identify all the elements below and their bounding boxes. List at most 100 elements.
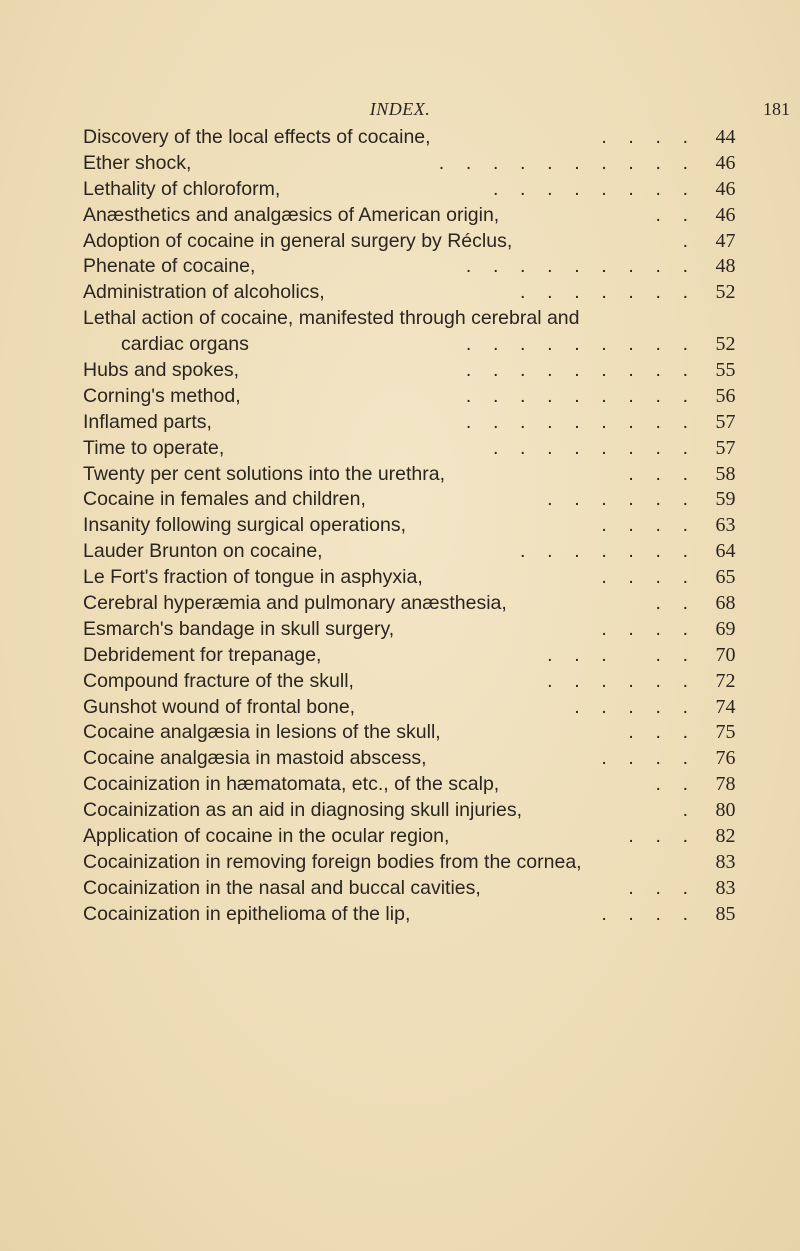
entry-title: Cocaine in females and children, xyxy=(83,488,366,511)
dot-leader: . . . . . . . . . xyxy=(465,384,688,407)
index-entry: Cocaine in females and children, . . . . … xyxy=(83,487,763,513)
entry-page-number: 75 xyxy=(715,721,736,744)
index-entry: Time to operate, . . . . . . . . 57 xyxy=(83,436,763,462)
entry-title: Debridement for trepanage, xyxy=(83,643,322,666)
entry-title: Application of cocaine in the ocular reg… xyxy=(83,825,450,848)
page-number: 181 xyxy=(763,99,790,119)
index-entry: Esmarch's bandage in skull surgery, . . .… xyxy=(83,617,763,643)
dot-leader: . . xyxy=(655,203,688,226)
dot-leader: . . . . xyxy=(601,514,688,537)
entry-page-number: 63 xyxy=(715,514,736,537)
running-header: INDEX. xyxy=(369,99,431,119)
entry-title: Compound fracture of the skull, xyxy=(83,669,354,692)
entry-page-number: 68 xyxy=(715,592,736,615)
entry-title: Cocaine analgæsia in mastoid abscess, xyxy=(83,747,427,770)
dot-leader: . . . . . . xyxy=(547,488,688,511)
entry-page-number: 78 xyxy=(715,773,736,796)
dot-leader: . . . . . . . . . xyxy=(465,410,688,433)
entry-page-number: 47 xyxy=(715,229,736,252)
dot-leader: . . . . xyxy=(601,126,688,148)
entry-page-number: 83 xyxy=(715,850,736,873)
entry-page-number: 65 xyxy=(715,566,736,589)
entry-title: Lethality of chloroform, xyxy=(83,177,281,200)
entry-page-number: 56 xyxy=(715,384,736,407)
entry-title: Cocainization as an aid in diagnosing sk… xyxy=(83,799,523,822)
entry-title: Lethal action of cocaine, manifested thr… xyxy=(83,307,580,330)
index-entry: Cocainization in epithelioma of the lip,… xyxy=(83,902,763,928)
index-entry: Phenate of cocaine, . . . . . . . . . 48 xyxy=(83,254,763,280)
index-entry: Lauder Brunton on cocaine, . . . . . . . 6… xyxy=(83,539,763,565)
entry-page-number: 80 xyxy=(715,799,736,822)
index-entry: Lethality of chloroform, . . . . . . . . 4… xyxy=(83,177,763,203)
entry-page-number: 82 xyxy=(715,825,736,848)
dot-leader: . . . . . . . . . xyxy=(465,333,688,356)
entry-title: Phenate of cocaine, xyxy=(83,255,256,278)
entry-title: Cerebral hyperæmia and pulmonary anæsthe… xyxy=(83,592,507,615)
index-entry: Cerebral hyperæmia and pulmonary anæsthe… xyxy=(83,591,763,617)
entry-title: Cocainization in epithelioma of the lip, xyxy=(83,902,411,925)
entry-page-number: 46 xyxy=(715,203,736,226)
index-entry: Lethal action of cocaine, manifested thr… xyxy=(83,306,763,332)
dot-leader: . . . . . . . . xyxy=(492,436,688,459)
entry-page-number: 44 xyxy=(715,126,736,148)
entry-page-number: 76 xyxy=(715,747,736,770)
index-entry: Debridement for trepanage, . . . . . 70 xyxy=(83,643,763,669)
index-entry: Cocainization in hæmatomata, etc., of th… xyxy=(83,772,763,798)
index-entry: Twenty per cent solutions into the ureth… xyxy=(83,462,763,488)
index-entry: Corning's method, . . . . . . . . . 56 xyxy=(83,384,763,410)
entry-page-number: 74 xyxy=(715,695,736,718)
entry-title: Anæsthetics and analgæsics of American o… xyxy=(83,203,500,226)
entry-title: Corning's method, xyxy=(83,384,241,407)
entry-page-number: 85 xyxy=(715,902,736,925)
entry-page-number: 83 xyxy=(715,876,736,899)
dot-leader: . . . . . . . . . xyxy=(465,359,688,382)
index-entry: Cocaine analgæsia in lesions of the skul… xyxy=(83,720,763,746)
entry-page-number: 59 xyxy=(715,488,736,511)
entry-title: Lauder Brunton on cocaine, xyxy=(83,540,323,563)
index-entry: cardiac organs . . . . . . . . . 52 xyxy=(83,332,763,358)
dot-leader: . . . . . . . . xyxy=(492,177,688,200)
dot-leader: . . . . . xyxy=(574,695,688,718)
entry-title: Cocainization in removing foreign bodies… xyxy=(83,850,582,873)
index-entry: Cocaine analgæsia in mastoid abscess, . .… xyxy=(83,746,763,772)
entry-title: Ether shock, xyxy=(83,151,192,174)
entry-page-number: 70 xyxy=(715,643,736,666)
index-entries: Discovery of the local effects of cocain… xyxy=(83,125,763,928)
entry-page-number: 55 xyxy=(715,359,736,382)
index-entry: Inflamed parts, . . . . . . . . . 57 xyxy=(83,410,763,436)
entry-page-number: 46 xyxy=(715,151,736,174)
dot-leader: . . xyxy=(655,592,688,615)
entry-page-number: 52 xyxy=(715,333,736,356)
entry-page-number: 72 xyxy=(715,669,736,692)
entry-title: Gunshot wound of frontal bone, xyxy=(83,695,356,718)
index-entry: Administration of alcoholics, . . . . . .… xyxy=(83,280,763,306)
dot-leader: . . . . . . . xyxy=(520,281,688,304)
dot-leader: . . xyxy=(655,773,688,796)
entry-title: Inflamed parts, xyxy=(83,410,212,433)
index-entry: Discovery of the local effects of cocain… xyxy=(83,125,763,151)
entry-title: Cocainization in hæmatomata, etc., of th… xyxy=(83,773,500,796)
index-entry: Le Fort's fraction of tongue in asphyxia… xyxy=(83,565,763,591)
entry-title: Insanity following surgical operations, xyxy=(83,514,407,537)
index-entry: Application of cocaine in the ocular reg… xyxy=(83,824,763,850)
entry-page-number: 46 xyxy=(715,177,736,200)
index-entry: Insanity following surgical operations,.… xyxy=(83,513,763,539)
dot-leader: . . . . xyxy=(601,566,688,589)
dot-leader: . . . . . . . xyxy=(520,540,688,563)
index-entry: Cocainization in removing foreign bodies… xyxy=(83,850,763,876)
dot-leader: . xyxy=(682,229,688,252)
entry-title: cardiac organs xyxy=(121,333,249,356)
entry-page-number: 57 xyxy=(715,410,736,433)
index-entry: Gunshot wound of frontal bone, . . . . . 7… xyxy=(83,695,763,721)
index-entry: Anæsthetics and analgæsics of American o… xyxy=(83,203,763,229)
entry-title: Administration of alcoholics, xyxy=(83,281,325,304)
entry-page-number: 58 xyxy=(715,462,736,485)
index-entry: Cocainization as an aid in diagnosing sk… xyxy=(83,798,763,824)
entry-title: Cocaine analgæsia in lesions of the skul… xyxy=(83,721,441,744)
index-entry: Cocainization in the nasal and buccal ca… xyxy=(83,876,763,902)
dot-leader: . . . . . xyxy=(547,643,688,666)
dot-leader: . . . . . . . . . xyxy=(465,255,688,278)
entry-page-number: 52 xyxy=(715,281,736,304)
entry-title: Time to operate, xyxy=(83,436,225,459)
dot-leader: . . . . xyxy=(601,747,688,770)
